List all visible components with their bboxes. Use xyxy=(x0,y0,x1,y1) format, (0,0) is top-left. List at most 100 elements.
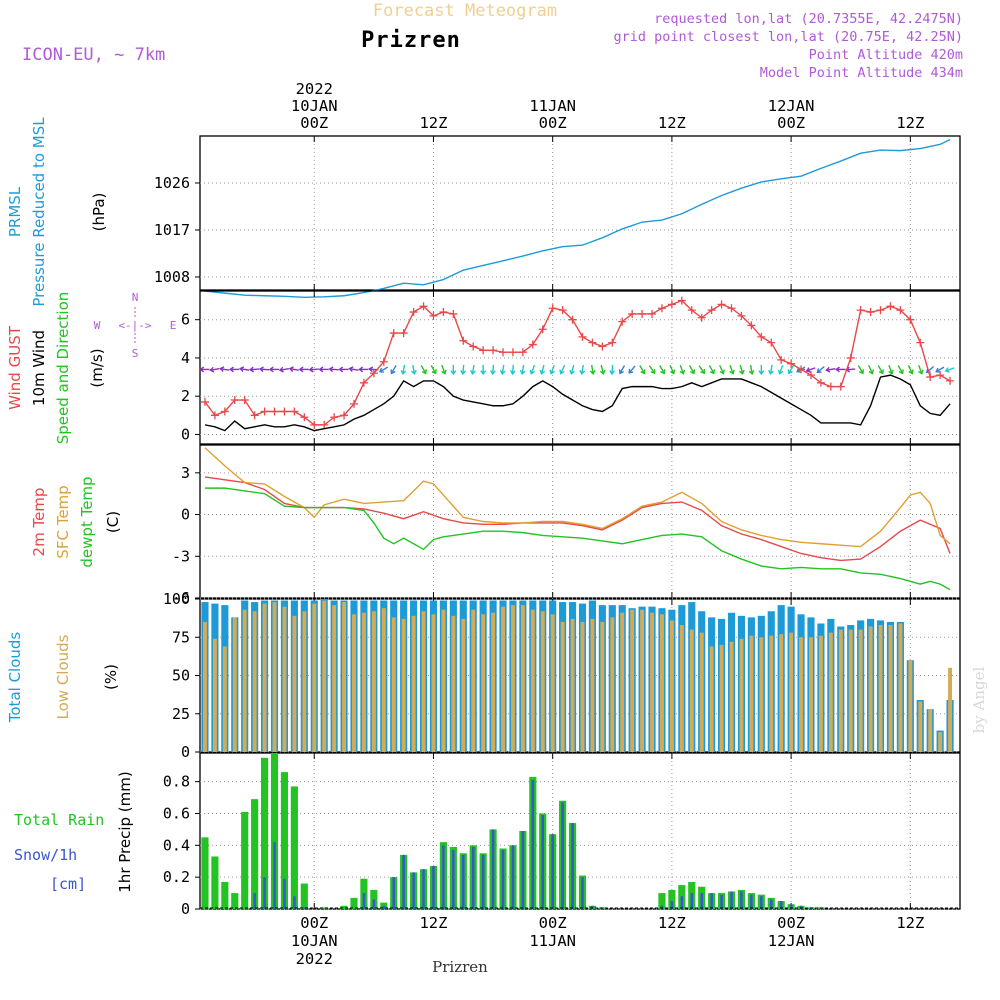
arrow-head xyxy=(878,369,884,375)
y-tick-label: 75 xyxy=(172,628,190,646)
bar-low-clouds xyxy=(769,635,774,752)
arrow-head xyxy=(589,369,596,376)
bar-total-rain xyxy=(270,753,279,909)
chart-title: Forecast Meteogram xyxy=(373,1,557,21)
wind-direction-arrow xyxy=(748,364,755,376)
arrow-head xyxy=(777,369,784,375)
gust-marker xyxy=(747,321,756,330)
bar-snow-1h xyxy=(372,899,376,909)
arrow-shaft xyxy=(349,367,359,371)
bar-total-rain xyxy=(211,856,219,909)
arrow-head xyxy=(898,369,904,375)
arrow-head xyxy=(888,369,894,375)
gust-marker xyxy=(697,313,706,322)
arrow-shaft xyxy=(897,365,904,374)
arrow-shaft xyxy=(659,365,665,374)
wind-direction-arrow xyxy=(805,367,816,373)
bar-low-clouds xyxy=(481,614,486,752)
y-tick-label: 50 xyxy=(172,667,190,685)
label-pressure-msl: Pressure Reduced to MSL xyxy=(30,117,48,307)
bar-low-clouds xyxy=(361,612,366,752)
arrow-shaft xyxy=(590,364,594,374)
bar-total-rain xyxy=(340,905,348,909)
arrow-head xyxy=(690,369,696,375)
bar-low-clouds xyxy=(342,602,347,752)
bar-low-clouds xyxy=(709,646,714,752)
bar-snow-1h xyxy=(402,854,405,909)
station-name: Prizren xyxy=(361,28,461,53)
arrow-head xyxy=(400,369,407,376)
bar-low-clouds xyxy=(242,609,247,752)
arrow-head xyxy=(199,366,205,373)
wind-direction-arrow xyxy=(579,364,586,376)
arrow-shaft xyxy=(329,368,339,371)
time-label-bottom: 00Z xyxy=(300,914,328,932)
grid-coords: grid point closest lon,lat (20.75E, 42.2… xyxy=(614,29,964,45)
bar-low-clouds xyxy=(818,635,823,752)
gust-marker xyxy=(240,396,249,405)
bar-low-clouds xyxy=(510,605,515,752)
arrow-shaft xyxy=(511,364,515,374)
arrow-shaft xyxy=(220,367,230,371)
bar-low-clouds xyxy=(759,637,764,752)
label-c: (C) xyxy=(104,511,122,533)
y-tick-label: 1026 xyxy=(154,174,190,192)
wind-direction-arrow xyxy=(935,366,945,373)
wind-direction-arrow xyxy=(669,365,676,375)
wind-direction-arrow xyxy=(888,364,894,375)
gust-marker xyxy=(648,309,657,318)
bar-total-rain xyxy=(260,757,269,909)
time-label-bottom: 00Z xyxy=(539,914,567,932)
bar-snow-1h xyxy=(452,850,455,909)
gust-marker xyxy=(707,306,716,315)
requested-coords: requested lon,lat (20.7355E, 42.2475N) xyxy=(654,11,963,27)
gust-marker xyxy=(310,420,319,429)
arrow-head xyxy=(935,367,941,373)
arrow-head xyxy=(628,368,634,374)
compass-s: S xyxy=(132,347,139,360)
arrow-head xyxy=(278,366,284,373)
arrow-shaft xyxy=(788,365,794,374)
wind-direction-arrow xyxy=(338,366,349,373)
wind-direction-arrow xyxy=(708,365,715,375)
arrow-shaft xyxy=(857,365,864,374)
gust-marker xyxy=(290,407,299,416)
time-label-top: 12Z xyxy=(896,114,924,132)
y-tick-label: 25 xyxy=(172,705,190,723)
bar-low-clouds xyxy=(630,609,635,752)
gust-marker xyxy=(449,309,458,318)
arrow-head xyxy=(219,366,225,372)
arrow-head xyxy=(908,369,914,375)
bar-low-clouds xyxy=(650,612,654,752)
time-label-top: 00Z xyxy=(777,114,805,132)
y-tick-label: 0.8 xyxy=(163,773,190,791)
wind-direction-arrow xyxy=(907,365,914,375)
gust-marker xyxy=(419,302,428,311)
gust-marker xyxy=(389,329,398,338)
gust-marker xyxy=(399,329,408,338)
time-label-bottom: 12Z xyxy=(419,914,447,932)
bar-snow-1h xyxy=(263,877,266,909)
arrow-shaft xyxy=(708,365,715,374)
time-label-bottom: 2022 xyxy=(296,950,333,968)
arrow-head xyxy=(318,366,324,373)
wind-direction-arrow xyxy=(659,365,666,375)
arrow-shaft xyxy=(471,364,475,374)
arrow-shaft xyxy=(521,364,525,374)
label-ms: (m/s) xyxy=(88,348,106,387)
gust-marker xyxy=(846,353,855,362)
bar-total-rain xyxy=(350,897,358,909)
bar-snow-1h xyxy=(700,893,703,909)
y-tick-label: 0 xyxy=(181,506,190,524)
gust-marker xyxy=(250,411,259,420)
arrow-shaft xyxy=(379,366,389,373)
arrow-head xyxy=(569,369,575,375)
gust-marker xyxy=(578,332,587,341)
y-tick-label: 1008 xyxy=(154,268,190,286)
gust-marker xyxy=(896,306,905,315)
wind-direction-arrow xyxy=(209,366,220,373)
gust-marker xyxy=(230,396,239,405)
bar-snow-1h xyxy=(561,802,564,909)
gust-marker xyxy=(856,306,865,315)
